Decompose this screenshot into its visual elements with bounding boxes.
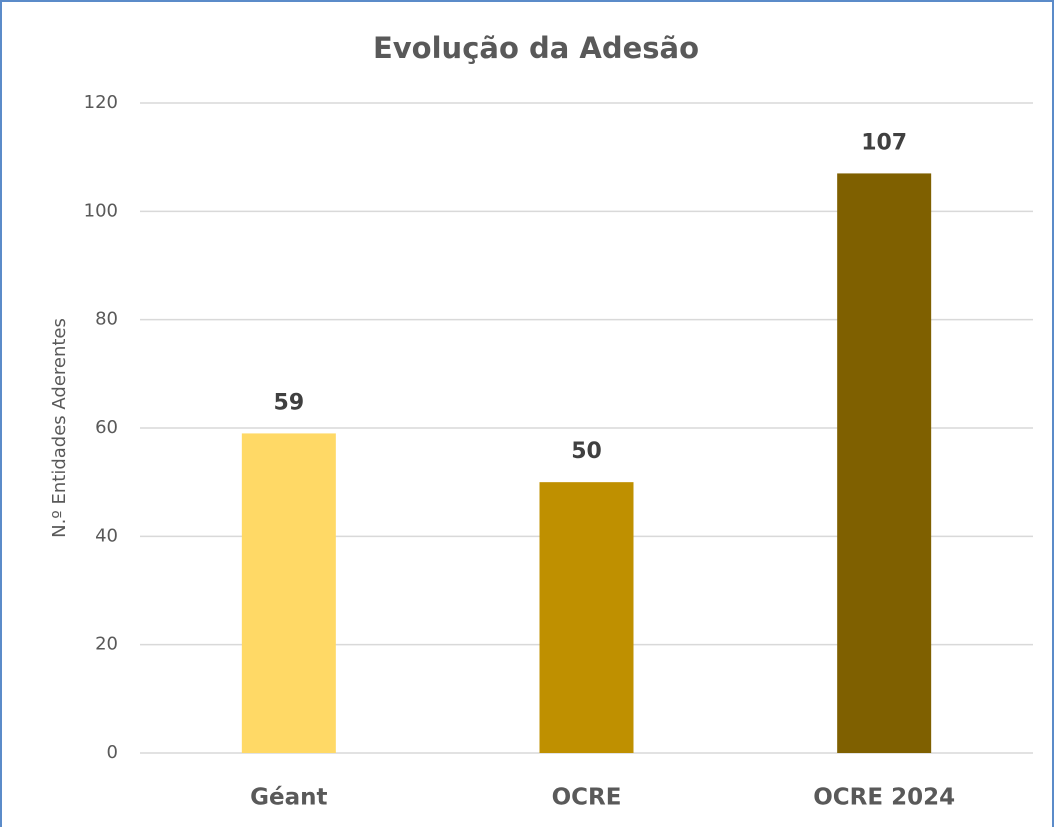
bar: [539, 482, 634, 753]
data-label: 50: [571, 439, 602, 464]
data-label: 59: [274, 390, 305, 415]
y-axis-label: N.º Entidades Aderentes: [49, 318, 70, 538]
y-tick-label: 80: [95, 309, 118, 330]
y-tick-label: 100: [84, 200, 118, 221]
y-tick-label: 20: [95, 634, 118, 655]
bar: [241, 433, 336, 753]
x-tick-label: OCRE: [552, 785, 622, 811]
y-tick-label: 40: [95, 525, 118, 546]
y-tick-label: 0: [107, 742, 118, 763]
data-label: 107: [861, 130, 907, 155]
x-tick-label: Géant: [250, 785, 327, 811]
y-tick-label: 60: [95, 417, 118, 438]
x-tick-label: OCRE 2024: [813, 785, 955, 811]
chart-title: Evolução da Adesão: [373, 31, 699, 65]
bar: [837, 173, 932, 753]
y-tick-label: 120: [84, 92, 118, 113]
